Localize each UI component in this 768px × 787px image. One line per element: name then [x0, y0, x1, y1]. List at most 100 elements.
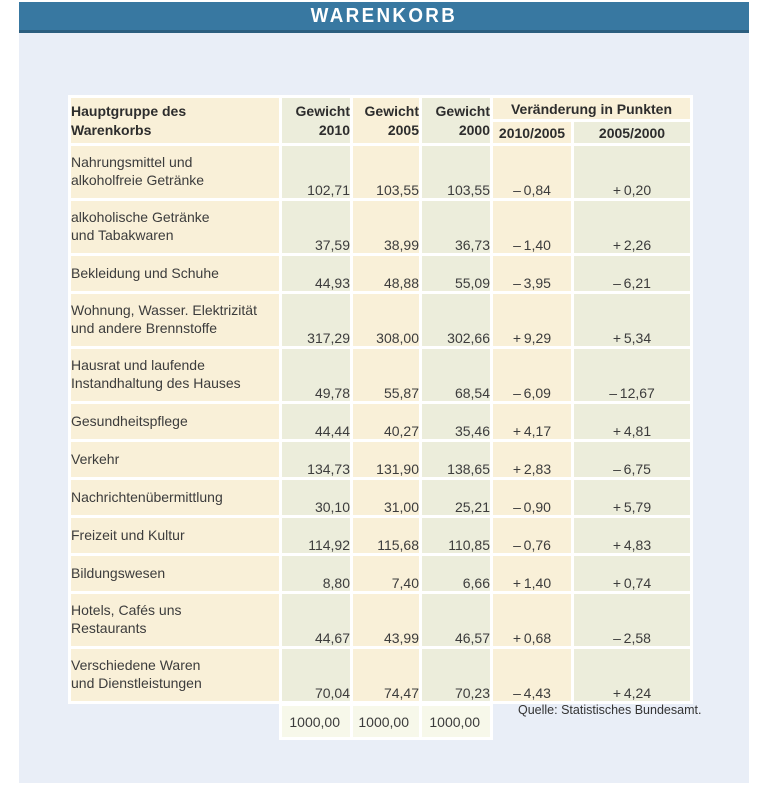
- cell-change-2005-2000: – 12,67: [574, 349, 690, 401]
- cell-gewicht-2005: 308,00: [353, 294, 419, 346]
- cell-change-2010-2005: + 4,17: [493, 404, 571, 439]
- cell-gewicht-2005: 55,87: [353, 349, 419, 401]
- cell-change-2005-2000: – 6,21: [574, 256, 690, 291]
- table-row: Nahrungsmittel und alkoholfreie Getränke…: [71, 146, 690, 198]
- table-header-row-2: 2010/2005 2005/2000: [71, 122, 690, 143]
- cell-gewicht-2005: 48,88: [353, 256, 419, 291]
- col-header-gewicht-2005: Gewicht 2005: [353, 98, 419, 143]
- cell-change-2005-2000: + 4,83: [574, 518, 690, 553]
- cell-gewicht-2010: 37,59: [282, 201, 350, 253]
- page-title: WARENKORB: [310, 4, 458, 27]
- cell-gewicht-2010: 102,71: [282, 146, 350, 198]
- cell-gewicht-2000: 138,65: [422, 442, 490, 477]
- cell-change-2010-2005: – 3,95: [493, 256, 571, 291]
- cell-gewicht-2005: 40,27: [353, 404, 419, 439]
- cell-change-2010-2005: – 0,90: [493, 480, 571, 515]
- table-row: Verkehr 134,73 131,90 138,65 + 2,83 – 6,…: [71, 442, 690, 477]
- total-gewicht-2000: 1000,00: [422, 706, 490, 737]
- total-gewicht-2005: 1000,00: [353, 706, 419, 737]
- cell-gewicht-2010: 70,04: [282, 649, 350, 701]
- col-header-gewicht-2000: Gewicht 2000: [422, 98, 490, 143]
- cell-gewicht-2000: 70,23: [422, 649, 490, 701]
- row-label: Nahrungsmittel und alkoholfreie Getränke: [71, 146, 279, 198]
- cell-change-2010-2005: – 6,09: [493, 349, 571, 401]
- totals-row-cells: 1000,00 1000,00 1000,00: [282, 706, 490, 737]
- cell-change-2005-2000: + 0,20: [574, 146, 690, 198]
- cell-gewicht-2005: 7,40: [353, 556, 419, 591]
- table-row: Wohnung, Wasser. Elektrizität und andere…: [71, 294, 690, 346]
- cell-change-2005-2000: + 4,24: [574, 649, 690, 701]
- cell-change-2010-2005: – 4,43: [493, 649, 571, 701]
- col-header-veraenderung: Veränderung in Punkten: [493, 98, 690, 119]
- table-wrapper: Hauptgruppe des Warenkorbs Gewicht 2010 …: [19, 33, 749, 740]
- cell-gewicht-2010: 114,92: [282, 518, 350, 553]
- cell-change-2010-2005: + 9,29: [493, 294, 571, 346]
- cell-gewicht-2005: 31,00: [353, 480, 419, 515]
- cell-gewicht-2010: 30,10: [282, 480, 350, 515]
- cell-gewicht-2005: 74,47: [353, 649, 419, 701]
- cell-change-2010-2005: + 2,83: [493, 442, 571, 477]
- table-row: Bekleidung und Schuhe 44,93 48,88 55,09 …: [71, 256, 690, 291]
- cell-gewicht-2000: 46,57: [422, 594, 490, 646]
- cell-change-2010-2005: – 0,84: [493, 146, 571, 198]
- title-bar: WARENKORB: [19, 2, 749, 33]
- table-header-row-1: Hauptgruppe des Warenkorbs Gewicht 2010 …: [71, 98, 690, 143]
- table-row: Verschiedene Waren und Dienstleistungen …: [71, 649, 690, 701]
- cell-change-2005-2000: + 5,79: [574, 480, 690, 515]
- table-row: Gesundheitspflege 44,44 40,27 35,46 + 4,…: [71, 404, 690, 439]
- cell-change-2010-2005: – 1,40: [493, 201, 571, 253]
- col-header-2010-2005: 2010/2005: [493, 122, 571, 143]
- cell-gewicht-2005: 38,99: [353, 201, 419, 253]
- row-label: Hotels, Cafés uns Restaurants: [71, 594, 279, 646]
- col-header-gewicht-2010: Gewicht 2010: [282, 98, 350, 143]
- cell-gewicht-2000: 55,09: [422, 256, 490, 291]
- row-label: Bekleidung und Schuhe: [71, 256, 279, 291]
- cell-gewicht-2010: 49,78: [282, 349, 350, 401]
- row-label: Freizeit und Kultur: [71, 518, 279, 553]
- page-inner: WARENKORB Hauptgruppe des Warenkorbs Gew…: [19, 2, 749, 783]
- row-label: Bildungswesen: [71, 556, 279, 591]
- cell-change-2005-2000: + 2,26: [574, 201, 690, 253]
- table-row: Hausrat und laufende Instandhaltung des …: [71, 349, 690, 401]
- cell-gewicht-2005: 103,55: [353, 146, 419, 198]
- source-note: Quelle: Statistisches Bundesamt.: [518, 703, 702, 717]
- cell-gewicht-2010: 317,29: [282, 294, 350, 346]
- cell-gewicht-2005: 115,68: [353, 518, 419, 553]
- cell-gewicht-2000: 36,73: [422, 201, 490, 253]
- row-label: Hausrat und laufende Instandhaltung des …: [71, 349, 279, 401]
- cell-gewicht-2000: 25,21: [422, 480, 490, 515]
- warenkorb-table: Hauptgruppe des Warenkorbs Gewicht 2010 …: [68, 95, 693, 704]
- content-area: Hauptgruppe des Warenkorbs Gewicht 2010 …: [19, 33, 749, 783]
- table-row: Nachrichtenübermittlung 30,10 31,00 25,2…: [71, 480, 690, 515]
- row-label: Wohnung, Wasser. Elektrizität und andere…: [71, 294, 279, 346]
- cell-change-2005-2000: + 5,34: [574, 294, 690, 346]
- cell-gewicht-2005: 43,99: [353, 594, 419, 646]
- cell-gewicht-2010: 44,67: [282, 594, 350, 646]
- row-label: Gesundheitspflege: [71, 404, 279, 439]
- table-row: Freizeit und Kultur 114,92 115,68 110,85…: [71, 518, 690, 553]
- table-row: Bildungswesen 8,80 7,40 6,66 + 1,40 + 0,…: [71, 556, 690, 591]
- cell-change-2005-2000: – 2,58: [574, 594, 690, 646]
- cell-gewicht-2010: 44,44: [282, 404, 350, 439]
- total-gewicht-2010: 1000,00: [282, 706, 350, 737]
- totals-row: 1000,00 1000,00 1000,00: [279, 703, 493, 740]
- row-label: Nachrichtenübermittlung: [71, 480, 279, 515]
- cell-gewicht-2000: 68,54: [422, 349, 490, 401]
- cell-change-2005-2000: – 6,75: [574, 442, 690, 477]
- cell-gewicht-2010: 44,93: [282, 256, 350, 291]
- col-header-hauptgruppe: Hauptgruppe des Warenkorbs: [71, 98, 279, 143]
- cell-gewicht-2000: 35,46: [422, 404, 490, 439]
- cell-change-2010-2005: – 0,76: [493, 518, 571, 553]
- cell-gewicht-2000: 302,66: [422, 294, 490, 346]
- table-row: Hotels, Cafés uns Restaurants 44,67 43,9…: [71, 594, 690, 646]
- table-row: alkoholische Getränke und Tabakwaren 37,…: [71, 201, 690, 253]
- cell-gewicht-2000: 110,85: [422, 518, 490, 553]
- cell-change-2005-2000: + 4,81: [574, 404, 690, 439]
- cell-gewicht-2000: 6,66: [422, 556, 490, 591]
- cell-gewicht-2005: 131,90: [353, 442, 419, 477]
- row-label: Verkehr: [71, 442, 279, 477]
- cell-gewicht-2000: 103,55: [422, 146, 490, 198]
- row-label: Verschiedene Waren und Dienstleistungen: [71, 649, 279, 701]
- row-label: alkoholische Getränke und Tabakwaren: [71, 201, 279, 253]
